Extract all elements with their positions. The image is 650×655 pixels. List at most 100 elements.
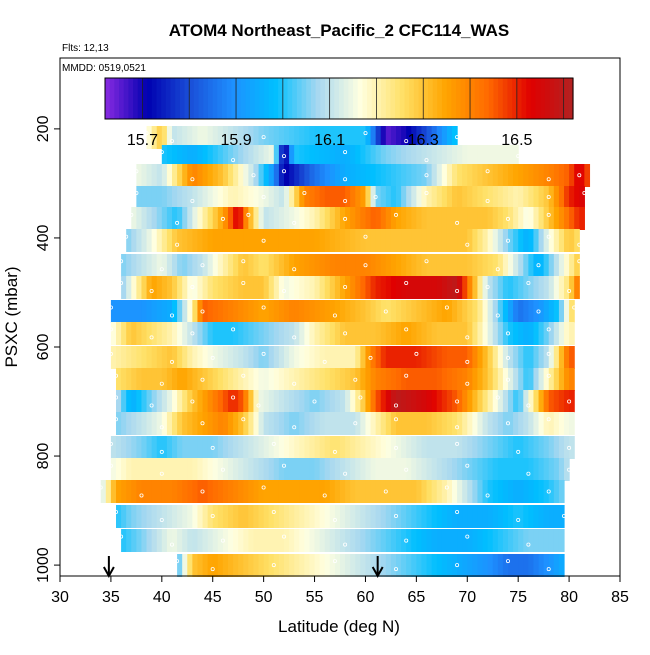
heatmap-cell	[182, 529, 188, 552]
colorbar-segment	[357, 78, 363, 119]
observation-point	[159, 150, 164, 155]
heatmap-cell	[370, 207, 377, 230]
heatmap-cell	[446, 412, 453, 435]
heatmap-cell	[182, 436, 188, 459]
heatmap-cell	[553, 554, 560, 577]
heatmap-cell	[141, 480, 148, 503]
observation-point	[210, 445, 215, 450]
heatmap-cell	[538, 554, 545, 577]
colorbar-segment	[170, 78, 176, 119]
observation-point	[383, 489, 388, 494]
heatmap-cell	[309, 390, 316, 413]
colorbar-segment	[427, 78, 434, 119]
heatmap-cell	[533, 276, 540, 299]
heatmap-cell	[538, 346, 545, 369]
heatmap-cell	[217, 529, 224, 552]
heatmap-cell	[116, 300, 122, 323]
heatmap-cell	[202, 276, 209, 299]
heatmap-cell	[284, 458, 290, 481]
heatmap-cell	[248, 390, 255, 413]
heatmap-cell	[390, 458, 397, 481]
heatmap-cell	[492, 229, 499, 252]
heatmap-cell	[401, 207, 407, 230]
heatmap-cell	[263, 207, 270, 230]
heatmap-cell	[416, 229, 423, 252]
heatmap-cell	[263, 126, 270, 149]
observation-point	[139, 493, 144, 498]
colorbar-tick-label: 15.7	[127, 132, 158, 149]
heatmap-cell	[187, 164, 193, 187]
colorbar-segment	[245, 78, 251, 119]
heatmap-cell	[289, 529, 295, 552]
observation-point	[200, 263, 205, 268]
heatmap-cell	[574, 229, 580, 252]
heatmap-cell	[217, 436, 224, 459]
heatmap-cell	[177, 505, 183, 528]
heatmap-cell	[502, 300, 509, 323]
heatmap-cell	[258, 529, 265, 552]
heatmap-cell	[253, 458, 260, 481]
heatmap-cell	[319, 368, 326, 391]
heatmap-cell	[543, 300, 550, 323]
heatmap-cell	[253, 254, 260, 277]
y-tick-label: 1000	[35, 547, 52, 583]
heatmap-cell	[324, 412, 331, 435]
heatmap-cell	[482, 412, 489, 435]
heatmap-cell	[233, 505, 239, 528]
x-tick-label: 60	[357, 589, 375, 606]
heatmap-cell	[340, 276, 346, 299]
heatmap-cell	[477, 300, 484, 323]
heatmap-cell	[380, 322, 387, 345]
heatmap-cell	[192, 412, 199, 435]
heatmap-cell	[355, 458, 361, 481]
heatmap-cell	[329, 390, 336, 413]
heatmap-cell	[396, 412, 402, 435]
heatmap-cell	[452, 436, 458, 459]
heatmap-cell	[207, 505, 214, 528]
heatmap-cell	[166, 276, 173, 299]
heatmap-cell	[375, 458, 382, 481]
heatmap-cell	[446, 390, 453, 413]
heatmap-cell	[248, 164, 255, 187]
colorbar-tick-label: 15.9	[220, 132, 251, 149]
heatmap-cell	[345, 164, 351, 187]
heatmap-cell	[334, 554, 341, 577]
heatmap-cell	[441, 276, 448, 299]
heatmap-cell	[345, 276, 351, 299]
heatmap-cell	[497, 480, 504, 503]
heatmap-cell	[487, 554, 494, 577]
heatmap-cell	[370, 436, 377, 459]
heatmap-cell	[228, 458, 234, 481]
heatmap-cell	[284, 145, 290, 168]
heatmap-cell	[187, 229, 193, 252]
heatmap-cell	[151, 207, 158, 230]
observation-point	[505, 421, 510, 426]
heatmap-cell	[365, 505, 372, 528]
colorbar-segment	[207, 78, 214, 119]
heatmap-cell	[217, 164, 224, 187]
heatmap-cell	[263, 300, 270, 323]
heatmap-cell	[502, 276, 509, 299]
heatmap-cell	[502, 368, 509, 391]
heatmap-cell	[528, 480, 535, 503]
heatmap-cell	[284, 229, 290, 252]
heatmap-cell	[518, 229, 524, 252]
heatmap-cell	[182, 368, 188, 391]
heatmap-cell	[492, 276, 499, 299]
heatmap-cell	[309, 229, 316, 252]
heatmap-cell	[309, 458, 316, 481]
heatmap-cell	[385, 145, 392, 168]
heatmap-cell	[345, 554, 351, 577]
heatmap-cell	[411, 554, 417, 577]
x-tick-label: 80	[560, 589, 578, 606]
heatmap-cell	[268, 390, 275, 413]
heatmap-cell	[243, 300, 249, 323]
heatmap-cell	[192, 436, 199, 459]
heatmap-cell	[533, 458, 540, 481]
heatmap-cell	[370, 480, 377, 503]
heatmap-cell	[329, 207, 336, 230]
heatmap-cell	[253, 436, 260, 459]
heatmap-cell	[360, 276, 367, 299]
heatmap-cell	[487, 254, 494, 277]
heatmap-cell	[482, 529, 489, 552]
